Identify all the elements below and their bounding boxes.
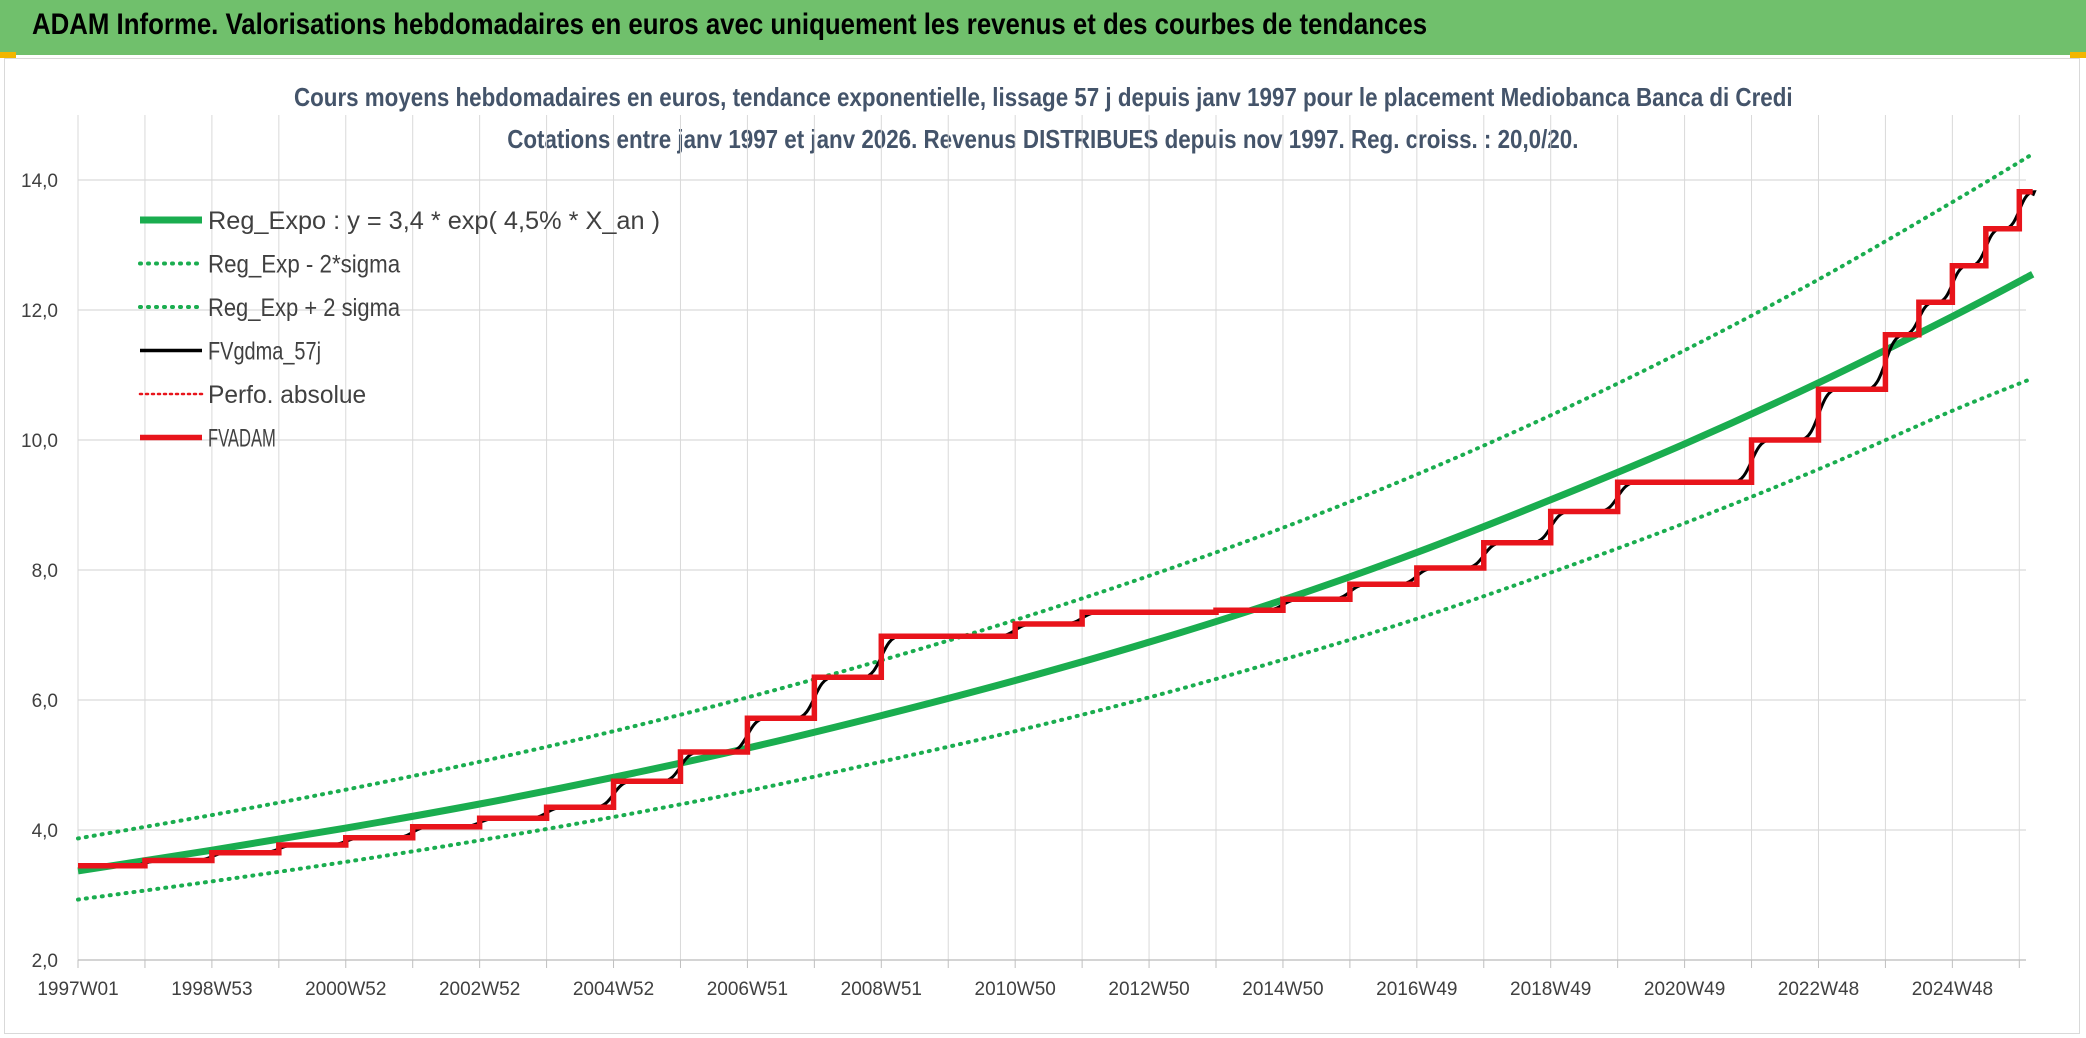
x-tick-label: 2010W50 [975, 979, 1056, 1000]
fvgdma-line [78, 190, 2037, 868]
x-tick-label: 2004W52 [573, 979, 654, 1000]
trend-upper-band [76, 152, 2035, 841]
y-tick-label: 14,0 [21, 171, 58, 192]
y-tick-label: 4,0 [32, 821, 58, 842]
x-tick-label: 2008W51 [841, 979, 922, 1000]
y-tick-label: 6,0 [32, 691, 58, 712]
legend-reg-expo-label: Reg_Expo : y = 3,4 * exp( 4,5% * X_an ) [208, 207, 660, 235]
y-tick-label: 12,0 [21, 301, 58, 322]
x-tick-label: 2016W49 [1376, 979, 1457, 1000]
x-tick-label: 1997W01 [37, 979, 118, 1000]
y-tick-label: 8,0 [32, 561, 58, 582]
x-tick-label: 2014W50 [1242, 979, 1323, 1000]
legend-reg-exp-minus-label: Reg_Exp - 2*sigma [208, 251, 400, 279]
legend-perfo-label: Perfo. absolue [208, 381, 366, 409]
report-title: ADAM Informe. Valorisations hebdomadaire… [32, 8, 1428, 41]
chart-frame [4, 58, 2080, 1034]
corner-accent-left [0, 52, 16, 58]
legend-reg-exp-plus-label: Reg_Exp + 2 sigma [208, 294, 400, 322]
corner-accent-right [2070, 52, 2086, 58]
x-tick-label: 2000W52 [305, 979, 386, 1000]
fvadam-line [78, 188, 2033, 869]
y-tick-label: 10,0 [21, 431, 58, 452]
x-tick-label: 2020W49 [1644, 979, 1725, 1000]
x-tick-label: 2012W50 [1108, 979, 1189, 1000]
legend-fvadam-label: FVADAM [208, 425, 276, 453]
x-tick-label: 2022W48 [1778, 979, 1859, 1000]
x-tick-label: 2024W48 [1912, 979, 1993, 1000]
x-tick-label: 1998W53 [171, 979, 252, 1000]
trend-lower-band [76, 376, 2035, 902]
chart-title-line-1: Cours moyens hebdomadaires en euros, ten… [293, 82, 1793, 112]
trend-main-line [77, 271, 2035, 875]
legend-fvgdma-label: FVgdma_57j [208, 338, 321, 366]
x-tick-label: 2018W49 [1510, 979, 1591, 1000]
chart-title-line-2: Cotations entre janv 1997 et janv 2026. … [507, 124, 1579, 154]
x-tick-label: 2006W51 [707, 979, 788, 1000]
report-banner: ADAM Informe. Valorisations hebdomadaire… [0, 0, 2086, 55]
x-tick-label: 2002W52 [439, 979, 520, 1000]
y-tick-label: 2,0 [32, 951, 58, 972]
